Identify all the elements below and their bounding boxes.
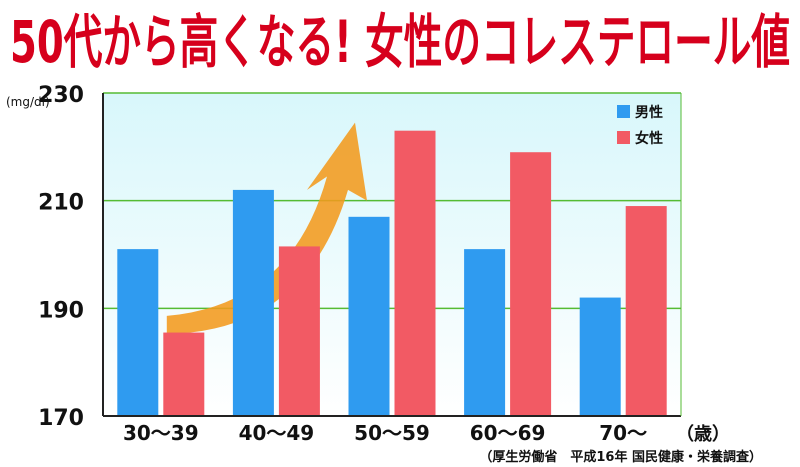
- bar-male-0: [117, 249, 159, 416]
- x-tick-label: 40〜49: [239, 421, 315, 445]
- bar-female-4: [625, 206, 667, 416]
- bar-male-4: [579, 297, 621, 416]
- x-tick-label: 60〜69: [470, 421, 546, 445]
- x-tick-label: 50〜59: [354, 421, 430, 445]
- chart-title: 50代から高くなる! 女性のコレステロール値: [10, 8, 790, 76]
- bar-female-1: [278, 246, 320, 416]
- x-tick-label: 70〜: [599, 421, 647, 445]
- source-note: （厚生労働省 平成16年 国民健康・栄養調査）: [479, 449, 762, 465]
- bar-male-3: [464, 249, 506, 416]
- legend-swatch-female: [617, 131, 630, 144]
- bar-male-1: [232, 189, 274, 416]
- legend-swatch-male: [617, 105, 630, 118]
- y-axis-label: (mg/dl): [6, 95, 50, 109]
- bar-male-2: [348, 216, 390, 416]
- bar-female-3: [510, 152, 552, 416]
- title-banner: 50代から高くなる! 女性のコレステロール値: [9, 7, 792, 78]
- bar-female-0: [163, 332, 205, 416]
- y-tick-label: 210: [38, 191, 84, 216]
- legend-label-female: 女性: [635, 130, 663, 147]
- y-tick-label: 170: [38, 406, 84, 431]
- y-tick-label: 190: [38, 298, 84, 323]
- bar-female-2: [394, 130, 436, 416]
- y-tick-label: 230: [38, 83, 84, 108]
- x-axis-label: （歳）: [676, 424, 730, 445]
- x-tick-label: 30〜39: [123, 421, 199, 445]
- legend-label-male: 男性: [635, 104, 663, 121]
